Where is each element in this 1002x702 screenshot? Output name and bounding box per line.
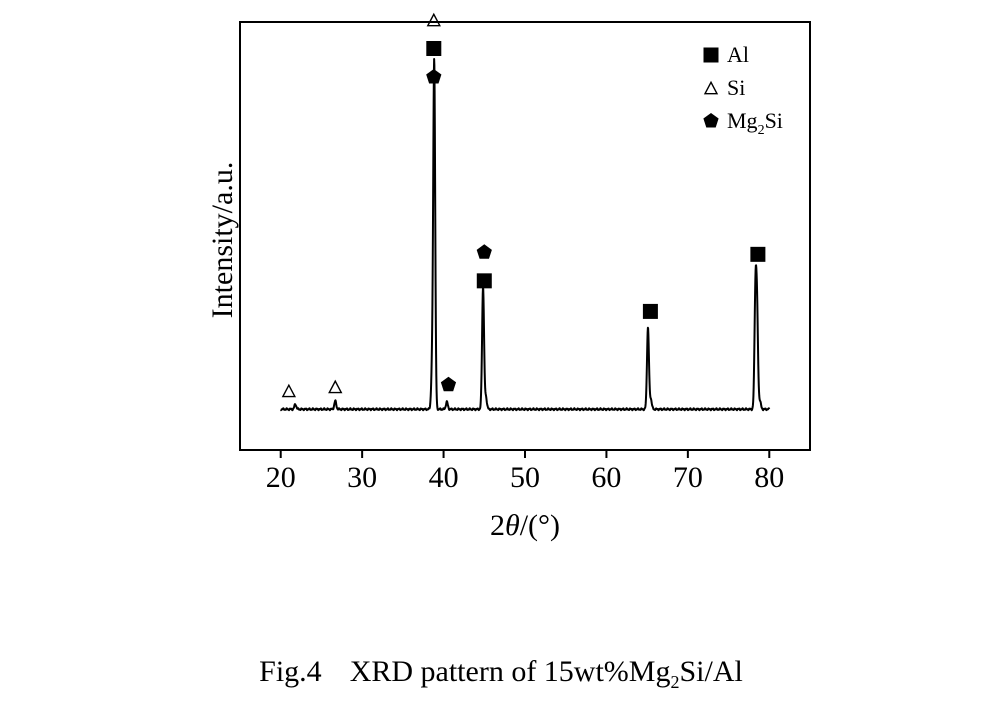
figure-title-part-1: XRD pattern of 15wt%Mg	[349, 655, 671, 688]
legend-marker-triangle	[703, 80, 719, 95]
plot-frame	[239, 21, 811, 451]
figure-title-part-2: Si/Al	[679, 655, 743, 688]
figure-title-subscript: 2	[670, 672, 680, 692]
x-tick-label: 50	[510, 461, 540, 494]
legend-label: Mg2Si	[727, 108, 783, 138]
xrd-pattern-line	[279, 57, 771, 412]
x-axis: 20 30 40 50 60 70 80	[266, 450, 784, 494]
y-axis-title: Intensity/a.u.	[206, 162, 239, 319]
legend-label: Si	[727, 75, 745, 100]
figure-label: Fig.4	[259, 655, 322, 688]
legend-marker-square	[703, 47, 719, 63]
peak-marker-square	[642, 303, 658, 319]
peak-marker-triangle	[328, 379, 343, 394]
x-axis-title: 2θ/(°)	[490, 509, 560, 542]
x-tick-label: 20	[266, 461, 296, 494]
peak-marker-pentagon	[440, 376, 457, 392]
peak-marker-square	[750, 246, 766, 262]
peak-marker-pentagon	[476, 244, 492, 259]
xrd-chart: 20 30 40 50 60 70 80 Intensity/a.u. 2θ/(°) Al S…	[206, 12, 811, 542]
peak-marker-triangle	[426, 12, 441, 27]
x-tick-label: 60	[591, 461, 621, 494]
x-tick-label: 70	[673, 461, 703, 494]
legend: Al Si Mg2Si	[703, 42, 783, 138]
peak-marker-triangle	[281, 383, 297, 398]
legend-label: Al	[727, 42, 749, 67]
legend-marker-pentagon	[703, 113, 719, 128]
phase-markers	[281, 12, 766, 398]
figure-caption: Fig.4 XRD pattern of 15wt%Mg2Si/Al	[0, 655, 1002, 693]
x-tick-label: 40	[429, 461, 459, 494]
peak-marker-square	[426, 40, 442, 56]
peak-marker-square	[476, 273, 492, 289]
x-tick-label: 80	[754, 461, 784, 494]
x-tick-label: 30	[347, 461, 377, 494]
